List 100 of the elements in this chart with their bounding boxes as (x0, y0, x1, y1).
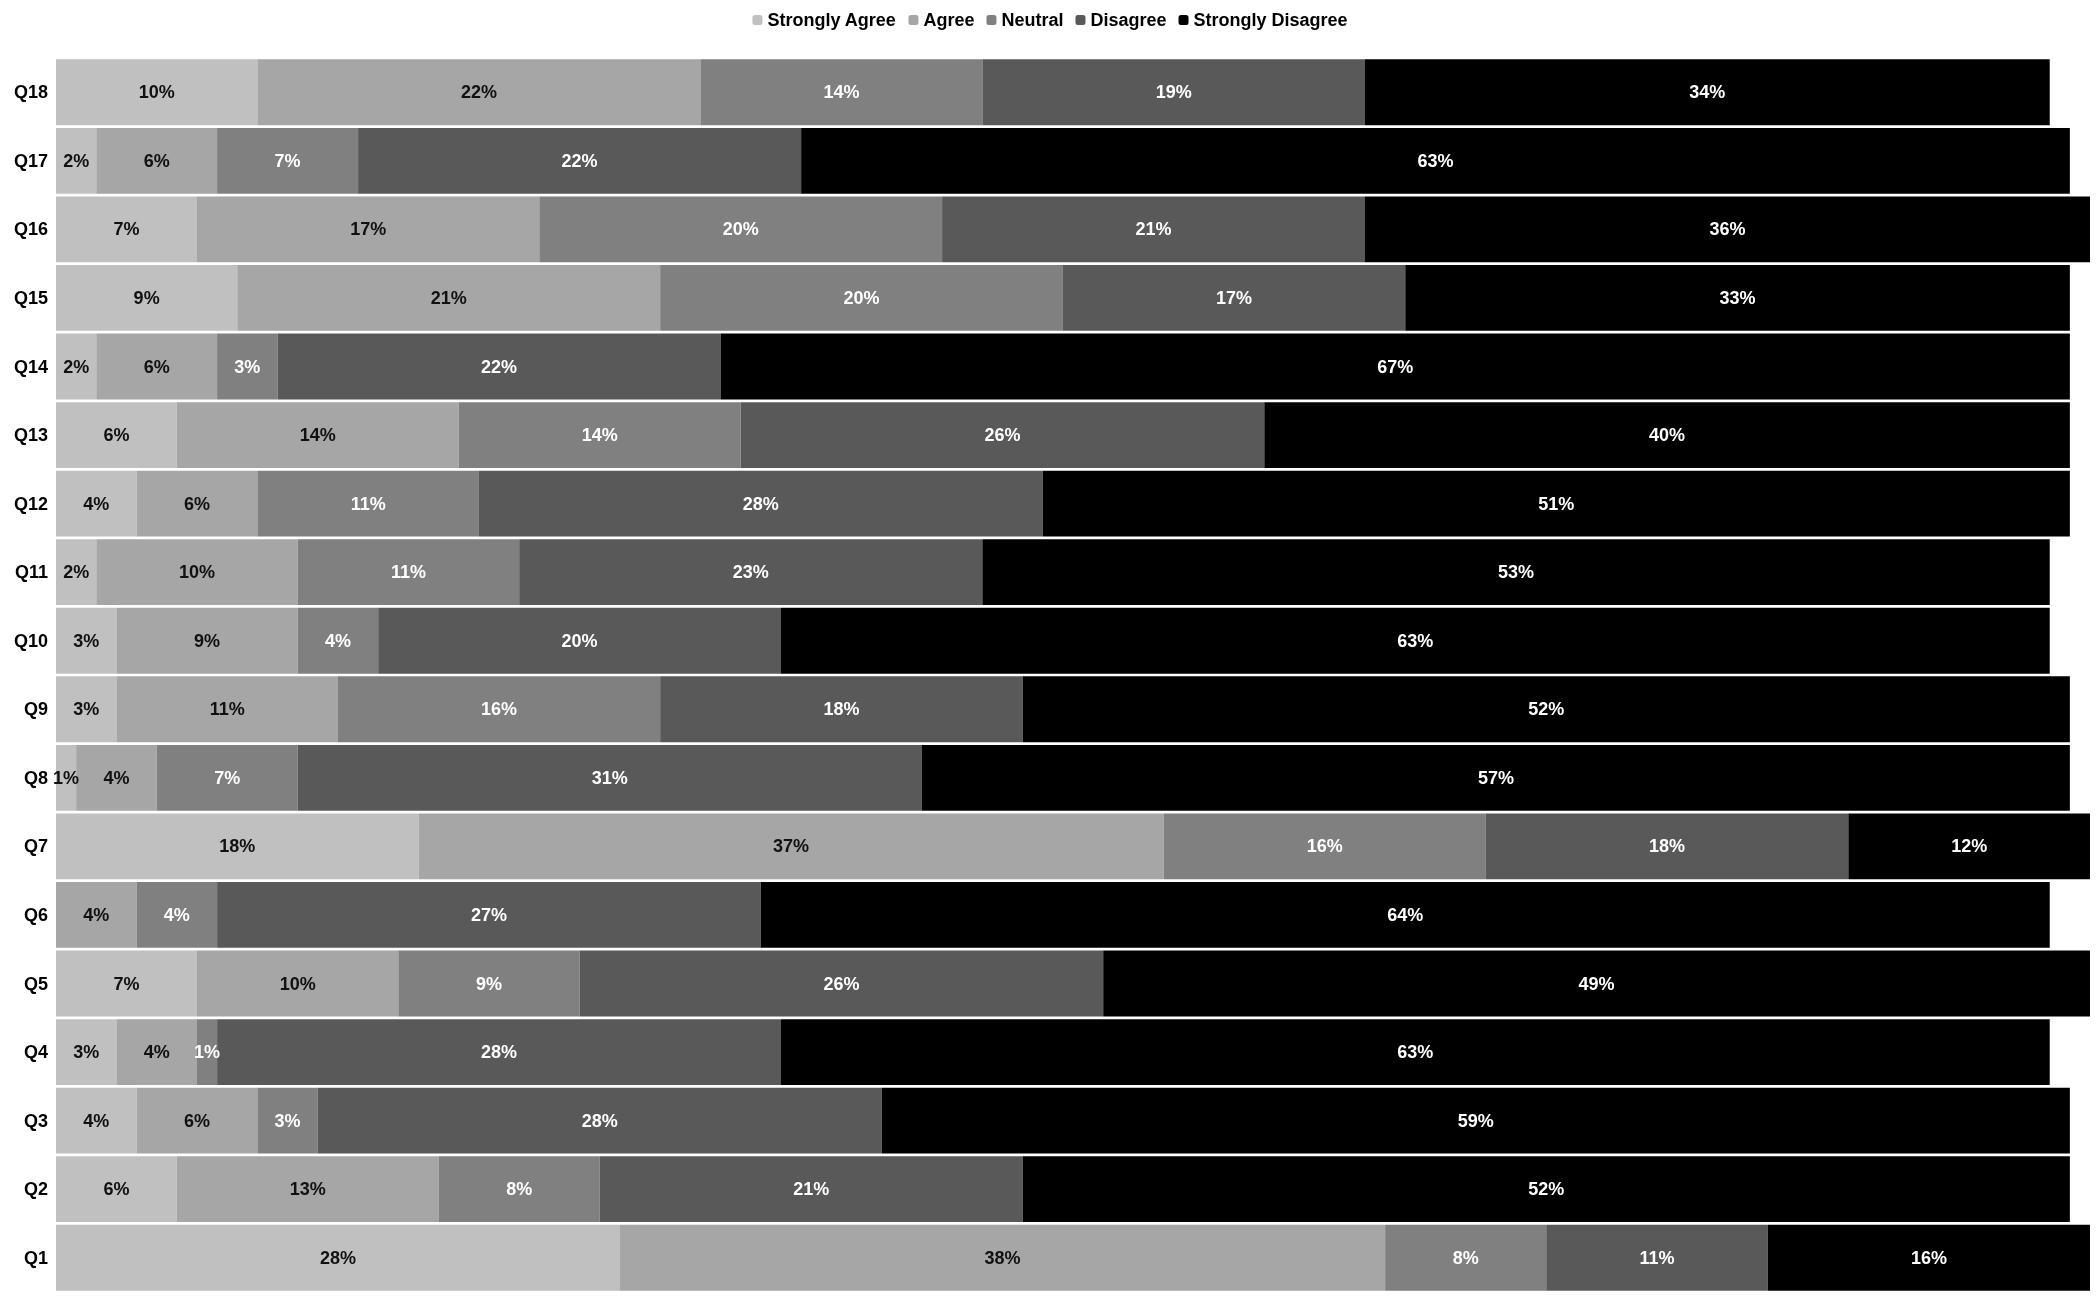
data-label: 49% (1578, 973, 1615, 994)
data-label: 52% (1528, 1179, 1565, 1200)
data-label: 11% (1639, 1247, 1675, 1268)
data-label: 22% (481, 356, 518, 377)
data-label: 22% (561, 150, 598, 171)
data-label: 2% (63, 356, 90, 377)
data-label: 37% (773, 836, 810, 857)
data-label: 27% (470, 904, 507, 925)
data-label: 4% (83, 493, 110, 514)
data-label: 4% (83, 1110, 110, 1131)
data-label: 4% (83, 904, 110, 925)
data-label: 26% (823, 973, 860, 994)
data-label: 21% (793, 1179, 830, 1200)
data-label: 28% (581, 1110, 618, 1131)
y-tick-label: Q2 (23, 1179, 48, 1200)
data-label: 21% (430, 287, 467, 308)
data-label: 23% (732, 562, 769, 583)
data-label: 28% (481, 1042, 518, 1063)
data-label: 16% (1306, 836, 1343, 857)
y-tick-label: Q8 (23, 767, 48, 788)
data-label: 4% (324, 630, 351, 651)
y-tick-label: Q1 (23, 1247, 48, 1268)
y-tick-label: Q18 (13, 82, 48, 103)
data-label: 4% (143, 1042, 170, 1063)
data-label: 3% (274, 1110, 301, 1131)
data-label: 40% (1649, 425, 1686, 446)
data-label: 33% (1719, 287, 1756, 308)
data-label: 11% (209, 699, 245, 720)
data-label: 63% (1397, 1042, 1434, 1063)
data-label: 53% (1498, 562, 1535, 583)
data-label: 10% (138, 82, 175, 103)
data-label: 3% (234, 356, 261, 377)
data-label: 17% (1216, 287, 1253, 308)
data-label: 1% (194, 1042, 221, 1063)
data-label: 16% (481, 699, 518, 720)
data-label: 2% (63, 150, 90, 171)
legend-label: Neutral (1001, 10, 1064, 30)
data-label: 16% (1910, 1247, 1947, 1268)
data-label: 6% (183, 493, 210, 514)
y-tick-label: Q13 (13, 425, 48, 446)
legend-label: Strongly Agree (767, 10, 896, 30)
data-label: 59% (1457, 1110, 1494, 1131)
data-label: 14% (581, 425, 618, 446)
y-tick-label: Q7 (23, 836, 48, 857)
data-label: 8% (506, 1179, 533, 1200)
data-label: 1% (53, 767, 80, 788)
data-label: 4% (103, 767, 130, 788)
data-label: 20% (561, 630, 598, 651)
legend-label: Strongly Disagree (1193, 10, 1348, 30)
data-label: 18% (823, 699, 860, 720)
data-label: 6% (103, 1179, 130, 1200)
data-label: 7% (113, 219, 140, 240)
data-label: 6% (143, 356, 170, 377)
y-tick-label: Q3 (23, 1110, 48, 1131)
y-tick-label: Q6 (23, 904, 48, 925)
data-label: 4% (163, 904, 190, 925)
data-label: 9% (133, 287, 160, 308)
data-label: 7% (214, 767, 241, 788)
data-label: 3% (73, 630, 100, 651)
data-label: 10% (178, 562, 215, 583)
y-tick-label: Q11 (14, 562, 48, 583)
data-label: 34% (1689, 82, 1726, 103)
data-label: 13% (289, 1179, 326, 1200)
data-label: 51% (1538, 493, 1575, 514)
data-label: 64% (1387, 904, 1424, 925)
y-tick-label: Q4 (23, 1042, 48, 1063)
data-label: 6% (183, 1110, 210, 1131)
data-label: 3% (73, 699, 100, 720)
data-label: 7% (274, 150, 301, 171)
data-label: 26% (984, 425, 1021, 446)
data-label: 7% (113, 973, 140, 994)
data-label: 52% (1528, 699, 1565, 720)
data-label: 22% (460, 82, 497, 103)
data-label: 17% (350, 219, 387, 240)
data-label: 9% (194, 630, 221, 651)
data-label: 19% (1155, 82, 1192, 103)
data-label: 63% (1417, 150, 1454, 171)
data-label: 8% (1452, 1247, 1479, 1268)
data-label: 31% (591, 767, 628, 788)
data-label: 57% (1477, 767, 1514, 788)
data-label: 10% (279, 973, 316, 994)
data-label: 28% (742, 493, 779, 514)
data-label: 36% (1709, 219, 1746, 240)
data-label: 6% (103, 425, 130, 446)
data-label: 12% (1951, 836, 1988, 857)
y-tick-label: Q15 (13, 287, 48, 308)
data-label: 38% (984, 1247, 1021, 1268)
data-label: 9% (475, 973, 502, 994)
data-label: 18% (219, 836, 256, 857)
y-tick-label: Q14 (13, 356, 48, 377)
data-label: 14% (823, 82, 860, 103)
y-tick-label: Q16 (13, 219, 48, 240)
data-label: 3% (73, 1042, 100, 1063)
data-label: 63% (1397, 630, 1434, 651)
data-label: 67% (1377, 356, 1414, 377)
y-tick-label: Q5 (23, 973, 48, 994)
data-label: 14% (299, 425, 336, 446)
y-tick-label: Q10 (13, 630, 48, 651)
data-label: 2% (63, 562, 90, 583)
y-tick-label: Q9 (23, 699, 48, 720)
